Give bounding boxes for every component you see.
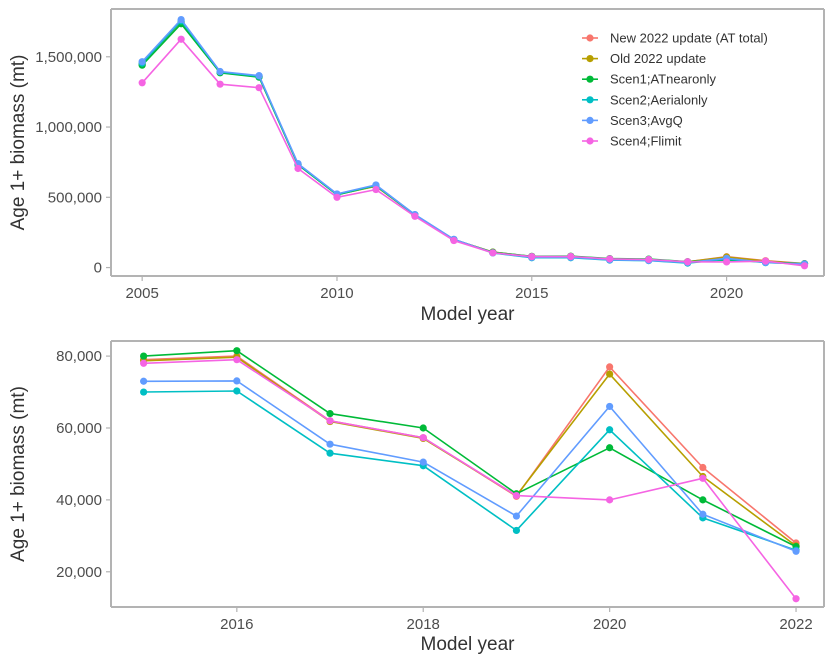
top-series-scen3-avgq-point — [255, 72, 263, 80]
bottom-series-scen4-flimit-point — [699, 474, 707, 482]
top-series-scen3-avgq-point — [177, 15, 185, 24]
bottom-x-tick-label: 2022 — [779, 616, 812, 633]
top-series-scen4-flimit-point — [645, 255, 653, 264]
bottom-series-scen3-avgq-point — [140, 377, 148, 385]
bottom-series-scen1-atnearonly-point — [419, 424, 427, 432]
bottom-x-tick-label: 2020 — [593, 616, 626, 633]
legend-scen3-avgq-label: Scen3;AvgQ — [610, 113, 683, 128]
bottom-series-scen4-flimit-point — [606, 496, 614, 504]
legend-new-2022-update-at-total-key-point — [586, 34, 594, 42]
top-series-scen4-flimit-point — [722, 258, 731, 266]
bottom-series-scen2-aerialonly-point — [233, 387, 241, 395]
top-series-scen3-avgq-point — [216, 67, 224, 76]
bottom-x-tick-label: 2016 — [220, 616, 253, 633]
top-panel: 0 500,000 1,000,000 1,500,000 2005 2010 2015 20… — [8, 8, 825, 325]
top-series-scen4-flimit-point — [567, 252, 575, 261]
top-series-scen4-flimit-point — [411, 212, 419, 220]
bottom-series-scen4-flimit-point — [419, 434, 427, 442]
bottom-series-scen2-aerialonly-point — [140, 388, 148, 396]
bottom-series-scen4-flimit-line — [143, 358, 797, 600]
bottom-series-scen1-atnearonly-point — [140, 352, 148, 360]
top-y-tick-label: 1,000,000 — [35, 119, 102, 136]
legend-scen2-aerialonly-key-point — [586, 96, 594, 104]
top-series-scen4-flimit-point — [372, 185, 380, 194]
legend-old-2022-update-label: Old 2022 update — [610, 51, 706, 66]
top-series-scen4-flimit-point — [177, 35, 185, 43]
top-x-tick-label: 2015 — [515, 285, 548, 302]
bottom-series-scen1-atnearonly-point — [326, 410, 334, 418]
legend: New 2022 update (AT total) Old 2022 updat… — [582, 31, 768, 149]
bottom-series-scen3-avgq-point — [419, 458, 427, 466]
bottom-series-scen1-atnearonly-point — [233, 347, 241, 355]
bottom-series-scen4-flimit-point — [326, 417, 334, 425]
bottom-series-scen4-flimit-point — [792, 595, 800, 603]
legend-old-2022-update-key-point — [586, 55, 594, 63]
bottom-x-tick-label: 2018 — [407, 616, 440, 633]
top-series-scen3-avgq-point — [138, 58, 146, 66]
top-series-scen4-flimit-point — [138, 79, 146, 87]
bottom-series-scen1-atnearonly-line — [143, 349, 797, 548]
bottom-series-new-2022-update-at-total-point — [699, 463, 707, 472]
bottom-series-new-2022-update-at-total-point — [606, 363, 614, 371]
bottom-series-scen4-flimit-point — [512, 491, 521, 500]
top-x-tick-label: 2010 — [320, 285, 353, 302]
bottom-series-scen3-avgq-point — [233, 377, 241, 385]
bottom-series-old-2022-update-line — [143, 356, 797, 547]
bottom-y-tick-label: 60,000 — [56, 420, 102, 437]
legend-scen1-atnearonly-label: Scen1;ATnearonly — [610, 72, 716, 87]
top-series-scen4-flimit-point — [333, 193, 341, 201]
top-series-scen4-flimit-point — [450, 236, 458, 245]
legend-scen4-flimit-label: Scen4;Flimit — [610, 134, 682, 149]
top-y-axis-title: Age 1+ biomass (mt) — [8, 55, 29, 231]
top-series-scen4-flimit-point — [800, 262, 809, 270]
top-series-scen4-flimit-point — [684, 258, 692, 266]
top-series-scen4-flimit-point — [216, 80, 224, 88]
bottom-series-scen4-flimit-point — [233, 356, 241, 364]
bottom-y-tick-label: 20,000 — [56, 564, 102, 581]
bottom-series-scen2-aerialonly-point — [606, 426, 614, 434]
top-series-scen4-flimit-point — [255, 84, 263, 92]
bottom-panel: 20,000 40,000 60,000 80,000 2016 2018 2020 2022… — [8, 340, 825, 655]
top-y-tick-label: 500,000 — [48, 189, 102, 206]
bottom-series-scen3-avgq-point — [699, 510, 707, 518]
bottom-series-scen2-aerialonly-point — [512, 526, 521, 535]
legend-scen1-atnearonly-key-point — [586, 75, 594, 83]
bottom-series-scen3-avgq-point — [792, 547, 800, 555]
top-series-scen4-flimit-line — [141, 38, 805, 267]
bottom-y-tick-label: 80,000 — [56, 348, 102, 365]
legend-scen3-avgq-key-point — [586, 116, 594, 124]
legend-scen4-flimit-key-point — [586, 137, 594, 145]
bottom-series-scen4-flimit-point — [140, 359, 148, 367]
bottom-y-tick-label: 40,000 — [56, 492, 102, 509]
bottom-series-scen3-avgq-point — [606, 402, 614, 411]
bottom-series-scen2-aerialonly-point — [326, 449, 334, 457]
top-series-scen4-flimit-point — [294, 164, 302, 173]
legend-new-2022-update-at-total-label: New 2022 update (AT total) — [610, 31, 768, 46]
bottom-series-old-2022-update-point — [606, 370, 614, 378]
top-x-axis-title: Model year — [421, 304, 516, 325]
bottom-x-axis-title: Model year — [421, 634, 516, 655]
top-y-tick-label: 1,500,000 — [35, 49, 102, 66]
bottom-y-axis-title: Age 1+ biomass (mt) — [8, 386, 29, 562]
top-series-scen4-flimit-point — [489, 249, 497, 257]
top-x-tick-label: 2020 — [710, 285, 743, 302]
top-x-tick-label: 2005 — [125, 285, 158, 302]
top-y-tick-label: 0 — [94, 260, 102, 277]
top-series-scen4-flimit-point — [528, 253, 536, 261]
bottom-series-scen3-avgq-line — [143, 380, 797, 553]
top-series-scen4-flimit-point — [606, 255, 614, 263]
legend-scen2-aerialonly-label: Scen2;Aerialonly — [610, 92, 708, 107]
bottom-series-scen3-avgq-point — [512, 512, 521, 520]
bottom-series-scen1-atnearonly-point — [606, 444, 614, 452]
bottom-series-scen1-atnearonly-point — [699, 496, 707, 504]
bottom-series-scen3-avgq-point — [326, 440, 334, 448]
bottom-series-scen2-aerialonly-line — [143, 390, 797, 551]
top-series-scen4-flimit-point — [761, 257, 770, 265]
